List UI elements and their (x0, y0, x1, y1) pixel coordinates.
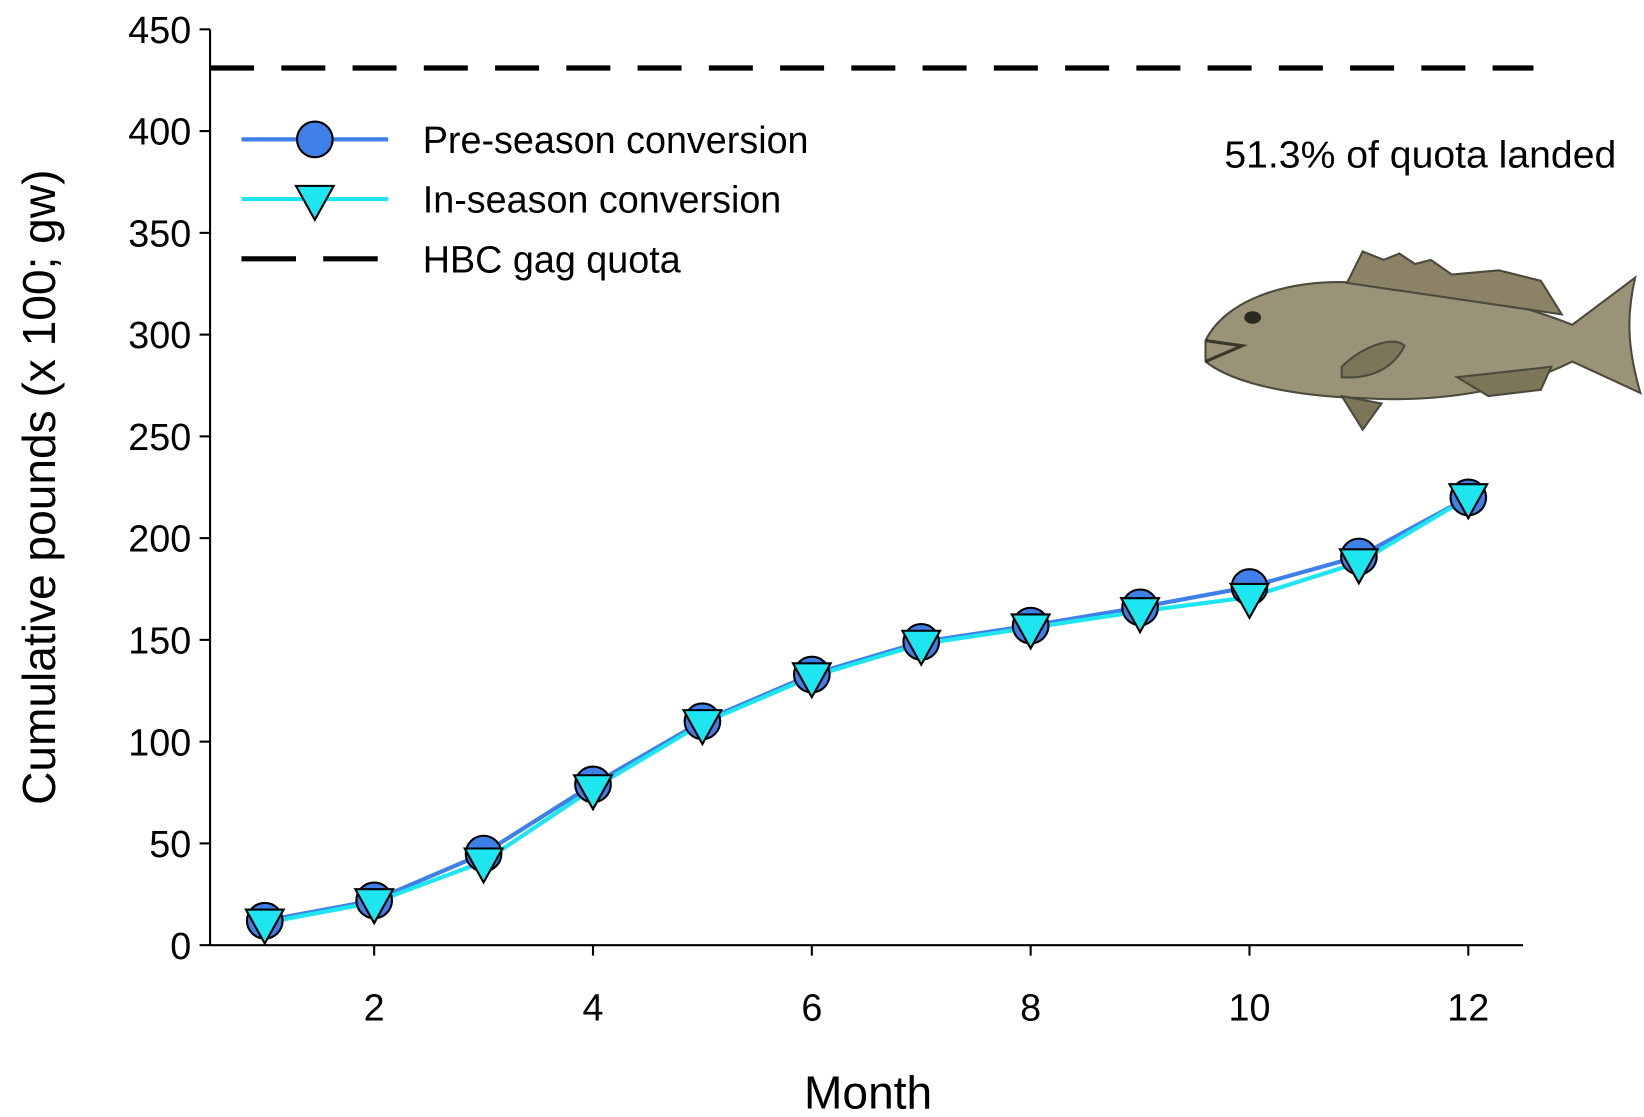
y-tick-label: 150 (128, 620, 191, 662)
y-tick-label: 200 (128, 518, 191, 560)
marker (244, 908, 286, 946)
legend: Pre-season conversion In-season conversio… (241, 119, 809, 280)
y-tick-label: 250 (128, 416, 191, 458)
annotation: 51.3% of quota landed (1224, 134, 1616, 176)
x-tick-label: 12 (1447, 987, 1489, 1029)
marker (1119, 597, 1161, 635)
x-axis-label: Month (804, 1067, 932, 1117)
x-tick-label: 10 (1228, 987, 1270, 1029)
fish-illustration (1204, 250, 1643, 432)
y-tick-label: 50 (149, 823, 191, 865)
legend-label: In-season conversion (423, 179, 782, 221)
marker (791, 662, 833, 700)
series-line (264, 495, 1470, 923)
marker (462, 847, 505, 885)
marker (900, 629, 942, 667)
marker (572, 774, 614, 812)
marker (353, 888, 395, 926)
marker (1010, 613, 1052, 651)
y-tick-label: 300 (128, 314, 191, 356)
marker (681, 709, 724, 747)
y-tick-label: 100 (128, 721, 191, 763)
x-tick-label: 6 (801, 987, 822, 1029)
marker (1338, 548, 1380, 586)
x-tick-label: 4 (583, 987, 604, 1029)
x-tick-label: 8 (1020, 987, 1041, 1029)
y-axis-label: Cumulative pounds (x 100; gw) (13, 170, 65, 805)
marker (1228, 582, 1271, 621)
legend-label: HBC gag quota (423, 238, 681, 280)
y-tick-label: 450 (128, 9, 191, 51)
y-tick-label: 400 (128, 111, 191, 153)
marker (294, 184, 336, 222)
legend-label: Pre-season conversion (423, 119, 809, 161)
marker (1447, 483, 1489, 521)
y-tick-label: 350 (128, 212, 191, 254)
series-line (264, 495, 1470, 925)
x-tick-label: 2 (364, 987, 385, 1029)
y-tick-label: 0 (170, 925, 191, 967)
marker (295, 120, 334, 159)
